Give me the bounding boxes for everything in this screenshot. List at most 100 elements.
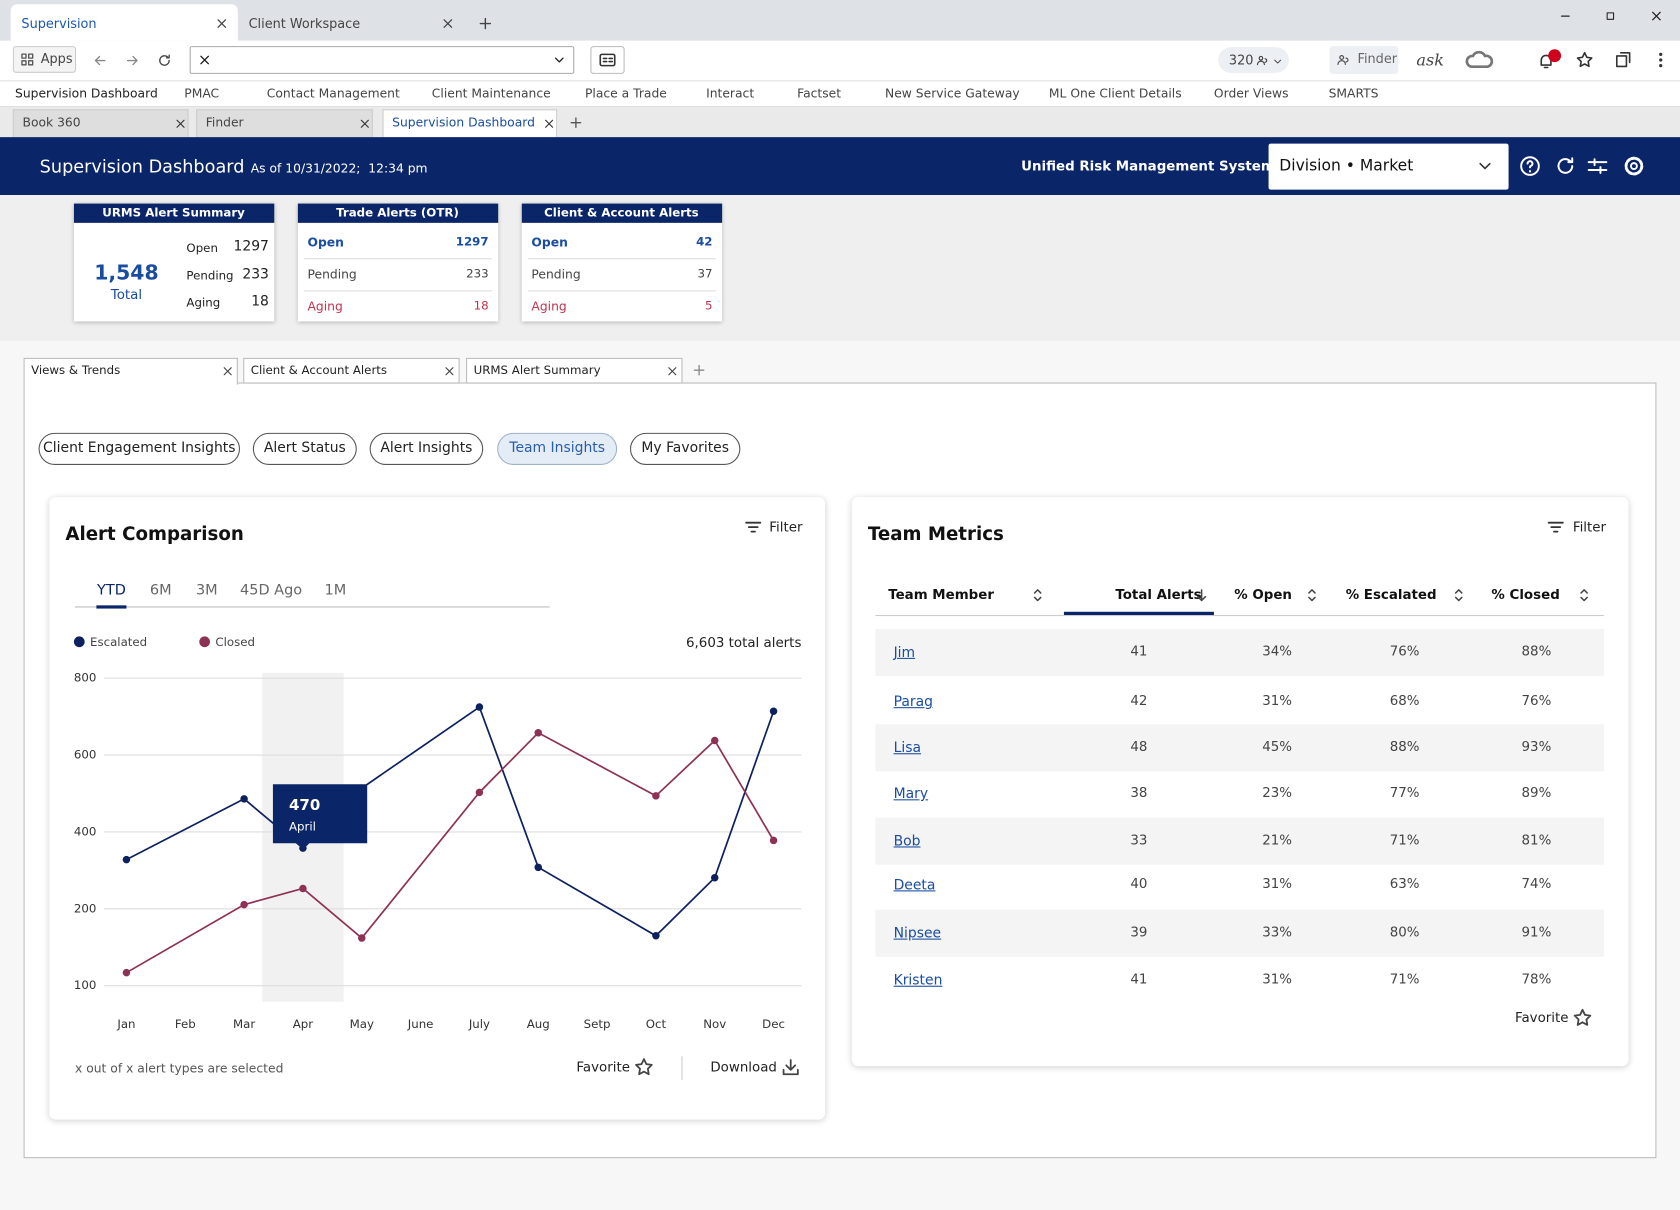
profile-pill[interactable]	[1218, 47, 1289, 73]
metric-cell: 45%	[1262, 738, 1293, 755]
app-tab[interactable]	[196, 109, 373, 138]
close-window[interactable]	[1649, 9, 1664, 24]
address-bar[interactable]	[189, 46, 575, 74]
column-header[interactable]: Total Alerts	[1115, 586, 1202, 603]
bookmark[interactable]	[1575, 50, 1594, 69]
pill[interactable]	[630, 432, 741, 466]
metric-cell: 42	[1130, 692, 1148, 709]
range-tab[interactable]: 3M	[195, 581, 218, 599]
card-button[interactable]	[590, 46, 625, 74]
menu[interactable]	[1651, 50, 1670, 69]
bookmark-link[interactable]: New Service Gateway	[885, 85, 1020, 101]
refresh[interactable]	[1554, 154, 1578, 178]
new-view-tab[interactable]	[691, 362, 707, 378]
favorite-star[interactable]	[633, 1056, 654, 1077]
extensions[interactable]	[1614, 50, 1633, 69]
division-select[interactable]	[1268, 143, 1509, 190]
row-value: 1297	[455, 234, 489, 249]
settings[interactable]	[1622, 154, 1646, 178]
range-tab[interactable]: YTD	[97, 581, 126, 599]
new-tab[interactable]	[477, 15, 494, 32]
salesforce[interactable]	[1464, 44, 1496, 76]
close-view-tab[interactable]	[442, 364, 456, 378]
member-link[interactable]: Kristen	[893, 972, 943, 989]
dropdown[interactable]	[552, 53, 567, 68]
minimize[interactable]	[1558, 9, 1573, 24]
member-link[interactable]: Mary	[893, 786, 929, 803]
bookmark-link[interactable]: PMAC	[184, 85, 220, 101]
close-tab[interactable]	[440, 16, 455, 31]
y-tick-label: 100	[74, 978, 96, 992]
close-app-tab[interactable]	[357, 116, 371, 130]
filter-label[interactable]: Filter	[1572, 518, 1607, 535]
summary-card[interactable]	[73, 203, 275, 322]
range-tab[interactable]: 45D Ago	[240, 581, 303, 599]
bookmark-link[interactable]: Place a Trade	[585, 85, 667, 101]
range-tab[interactable]: 1M	[324, 581, 347, 599]
sort-icon[interactable]	[1302, 586, 1320, 604]
member-link[interactable]: Deeta	[893, 877, 936, 894]
favorite-label[interactable]: Favorite	[1515, 1009, 1569, 1026]
pill[interactable]	[369, 432, 484, 466]
filter-label[interactable]: Filter	[769, 518, 803, 535]
settings-sliders[interactable]	[1586, 154, 1610, 178]
bookmark-link[interactable]: Factset	[797, 85, 842, 101]
member-link[interactable]: Jim	[893, 645, 916, 662]
column-header[interactable]: % Open	[1234, 586, 1292, 603]
reload[interactable]	[156, 52, 172, 68]
member-link[interactable]: Parag	[893, 694, 933, 711]
x-tick-label: Nov	[703, 1017, 726, 1031]
bookmark-link[interactable]: Supervision Dashboard	[15, 85, 158, 101]
bookmark-link[interactable]: Interact	[706, 85, 755, 101]
download-icon[interactable]	[780, 1056, 801, 1077]
favorite-label[interactable]: Favorite	[576, 1058, 630, 1075]
ask[interactable]: ask	[1416, 50, 1445, 70]
bookmark-link[interactable]: SMARTS	[1328, 85, 1379, 101]
app-tab[interactable]	[12, 109, 189, 138]
bookmark-link[interactable]: Order Views	[1213, 85, 1289, 101]
close-view-tab[interactable]	[220, 364, 234, 378]
sort-underline	[1063, 611, 1214, 616]
filter-icon[interactable]	[1545, 516, 1566, 537]
range-tab[interactable]: 6M	[149, 581, 172, 599]
sort-icon[interactable]	[1028, 586, 1046, 604]
view-tab[interactable]	[23, 357, 238, 385]
sort-icon[interactable]	[1574, 586, 1592, 604]
summary-card[interactable]	[521, 203, 723, 322]
column-header[interactable]: % Closed	[1491, 586, 1560, 603]
close-app-tab[interactable]	[542, 116, 556, 130]
member-link[interactable]: Bob	[893, 833, 921, 850]
clear[interactable]	[197, 53, 212, 68]
maximize[interactable]	[1604, 10, 1617, 23]
view-tab[interactable]	[466, 357, 683, 384]
summary-card[interactable]	[297, 203, 499, 322]
member-link[interactable]: Nipsee	[893, 925, 942, 942]
bookmark-link[interactable]: Client Maintenance	[431, 85, 551, 101]
member-link[interactable]: Lisa	[893, 740, 921, 757]
new-app-tab[interactable]	[567, 114, 583, 130]
pill[interactable]	[497, 432, 618, 466]
app-tab[interactable]	[382, 109, 558, 138]
column-header[interactable]: Team Member	[888, 586, 994, 603]
help[interactable]	[1518, 154, 1542, 178]
sort-icon[interactable]	[1449, 586, 1467, 604]
forward[interactable]	[124, 52, 140, 68]
close-tab[interactable]	[214, 16, 229, 31]
finder-button[interactable]	[1329, 46, 1399, 74]
back[interactable]	[92, 52, 108, 68]
download-label[interactable]: Download	[710, 1058, 777, 1075]
close-app-tab[interactable]	[173, 116, 187, 130]
sort-desc[interactable]	[1192, 586, 1210, 604]
bookmark-link[interactable]: ML One Client Details	[1048, 85, 1182, 101]
column-header[interactable]: % Escalated	[1345, 586, 1437, 603]
tab-strip	[0, 0, 1680, 41]
pill[interactable]	[38, 432, 241, 466]
favorite-star[interactable]	[1572, 1007, 1593, 1028]
bookmark-link[interactable]: Contact Management	[266, 85, 400, 101]
filter-icon[interactable]	[743, 516, 764, 537]
browser-tab[interactable]	[10, 4, 238, 41]
view-tab[interactable]	[243, 357, 460, 384]
pill[interactable]	[252, 432, 357, 466]
close-view-tab[interactable]	[665, 364, 679, 378]
apps-button[interactable]	[12, 46, 77, 73]
